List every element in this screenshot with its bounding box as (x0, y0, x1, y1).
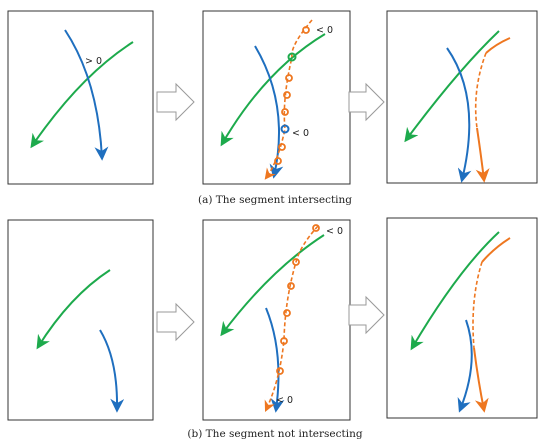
annotation-gt0: > 0 (85, 56, 102, 67)
sample-point (283, 91, 291, 99)
sample-point (283, 309, 291, 317)
orange-dashed-curve (472, 261, 483, 349)
blue-segment (99, 329, 125, 413)
green-segment (410, 231, 500, 351)
sample-point (274, 157, 282, 165)
panel-b3 (386, 217, 538, 419)
orange-segment-lower (475, 127, 490, 183)
orange-dashed-curve (264, 19, 313, 180)
intersection-point-green (287, 52, 297, 62)
sample-point (285, 74, 293, 82)
caption-a: (a) The segment intersecting (198, 194, 352, 206)
annotation-lt0: < 0 (276, 395, 293, 406)
sample-point (287, 282, 295, 290)
green-segment (36, 269, 111, 350)
caption-b: (b) The segment not intersecting (187, 428, 362, 440)
panel-b1 (7, 219, 154, 421)
panel-a3 (386, 10, 538, 184)
green-segment (220, 33, 326, 147)
annotation-lt0: < 0 (326, 226, 343, 237)
transition-arrow (156, 82, 195, 122)
panel-a1: > 0 (7, 10, 154, 185)
panel-a2: < 0 < 0 (202, 10, 351, 185)
orange-dashed-curve (264, 225, 319, 413)
annotation-lt0: < 0 (292, 128, 309, 139)
orange-dashed-curve (474, 52, 487, 129)
transition-arrow (348, 295, 385, 335)
orange-segment-upper (481, 237, 511, 263)
blue-segment (265, 307, 285, 413)
transition-arrow (156, 302, 195, 342)
sample-point (281, 108, 289, 116)
panel-b2: < 0 < 0 (202, 219, 351, 421)
intersection-point-blue (280, 124, 290, 134)
blue-segment (446, 47, 472, 183)
sample-point (276, 367, 284, 375)
green-segment (30, 41, 134, 149)
sample-point (280, 337, 288, 345)
blue-segment (254, 45, 284, 179)
sample-point (302, 26, 310, 34)
green-segment (220, 234, 325, 337)
sample-point (292, 258, 300, 266)
annotation-lt0: < 0 (316, 25, 333, 36)
sample-point (278, 143, 286, 151)
orange-segment-upper (485, 37, 511, 54)
orange-segment-lower (473, 347, 489, 413)
blue-segment (64, 29, 109, 161)
green-segment (404, 30, 500, 143)
transition-arrow (348, 82, 385, 122)
blue-segment (457, 319, 473, 413)
sample-point (312, 224, 320, 232)
